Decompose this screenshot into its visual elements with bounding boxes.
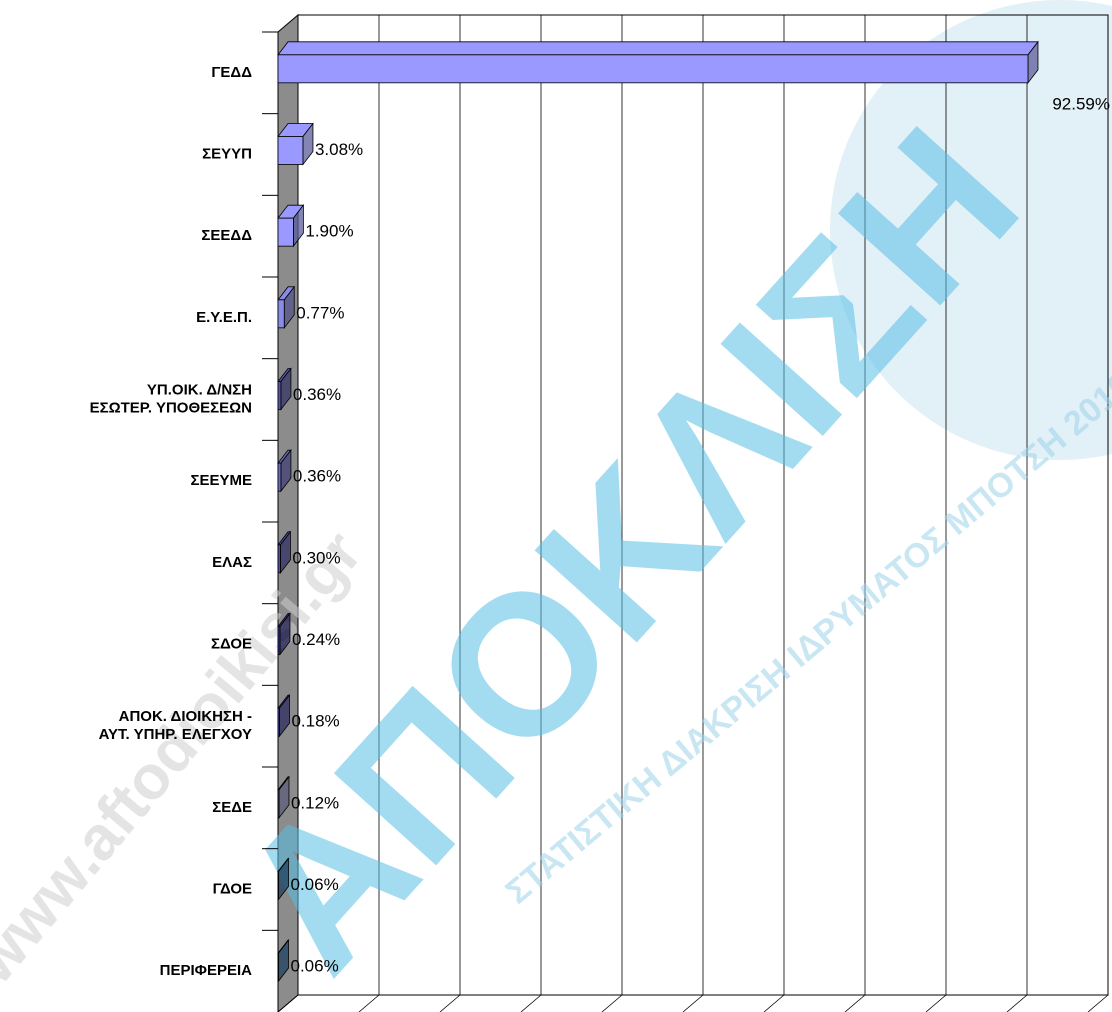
bar — [277, 693, 291, 738]
grid-line — [844, 15, 866, 1012]
y-tick-label: ΕΛΑΣ — [212, 554, 252, 571]
value-label: 0.77% — [296, 303, 344, 322]
y-tick-label: ΣΕΔΕ — [212, 799, 252, 816]
value-label: 92.59% — [1052, 94, 1110, 113]
value-label: 1.90% — [305, 222, 353, 241]
y-tick-label: ΣΔΟΕ — [211, 635, 252, 652]
y-tick-label: ΑΠΟΚ. ΔΙΟΙΚΗΣΗ -ΑΥΤ. ΥΠΗΡ. ΕΛΕΓΧΟΥ — [99, 708, 252, 743]
bar — [277, 448, 292, 493]
bar-top — [277, 41, 1039, 56]
y-tick-label: ΓΔΟΕ — [213, 880, 252, 897]
bar-front — [277, 136, 304, 165]
grid-line — [439, 15, 461, 1012]
value-label: 0.12% — [291, 793, 339, 812]
bar — [277, 40, 1039, 85]
bar-front — [277, 299, 285, 329]
bar-front — [277, 707, 280, 737]
value-label: 0.36% — [293, 385, 341, 404]
y-tick-label: ΣΕΕΔΔ — [201, 227, 252, 244]
y-tick-label: ΥΠ.ΟΙΚ. Δ/ΝΣΗ ΕΣΩΤΕΡ. ΥΠΟΘΕΣΕΩΝ — [90, 381, 252, 416]
bar-front — [277, 544, 281, 574]
y-tick-label: ΣΕΕΥΜΕ — [190, 472, 252, 489]
grid-line — [682, 15, 704, 1012]
bar — [277, 203, 305, 248]
grid-line — [277, 15, 299, 1012]
bar-front — [277, 217, 294, 247]
bar — [277, 530, 292, 575]
bar-front — [277, 54, 1029, 84]
bar-front — [277, 789, 280, 819]
value-label: 0.36% — [293, 467, 341, 486]
bar — [277, 775, 290, 820]
bar — [277, 612, 291, 656]
bar-front — [277, 626, 281, 655]
y-tick-label: Ε.Υ.Ε.Π. — [196, 309, 252, 326]
bar-front — [277, 381, 282, 410]
y-tick-label: ΓΕΔΔ — [211, 64, 252, 81]
value-label: 3.08% — [315, 140, 363, 159]
y-tick-label: ΣΕΥΥΠ — [202, 145, 252, 162]
grid — [277, 15, 1109, 1012]
value-label: 0.06% — [290, 957, 338, 976]
value-label: 0.30% — [292, 548, 340, 567]
grid-line — [601, 15, 623, 1012]
value-label: 0.18% — [291, 712, 339, 731]
globe-watermark — [830, 0, 1112, 460]
grid-line — [358, 15, 380, 1012]
bar — [277, 285, 296, 330]
y-tick-label: ΠΕΡΙΦΕΡΕΙΑ — [160, 962, 253, 979]
bar — [277, 367, 292, 411]
bars — [277, 40, 1039, 983]
value-label: 0.24% — [292, 630, 340, 649]
bar — [277, 122, 314, 166]
grid-line — [763, 15, 785, 1012]
value-label: 0.06% — [290, 875, 338, 894]
grid-line — [1006, 15, 1028, 1012]
grid-line — [520, 15, 542, 1012]
bar-front — [277, 462, 282, 492]
grid-line — [925, 15, 947, 1012]
bar — [277, 938, 290, 983]
bar — [277, 857, 290, 901]
grid-line — [1087, 15, 1109, 1012]
